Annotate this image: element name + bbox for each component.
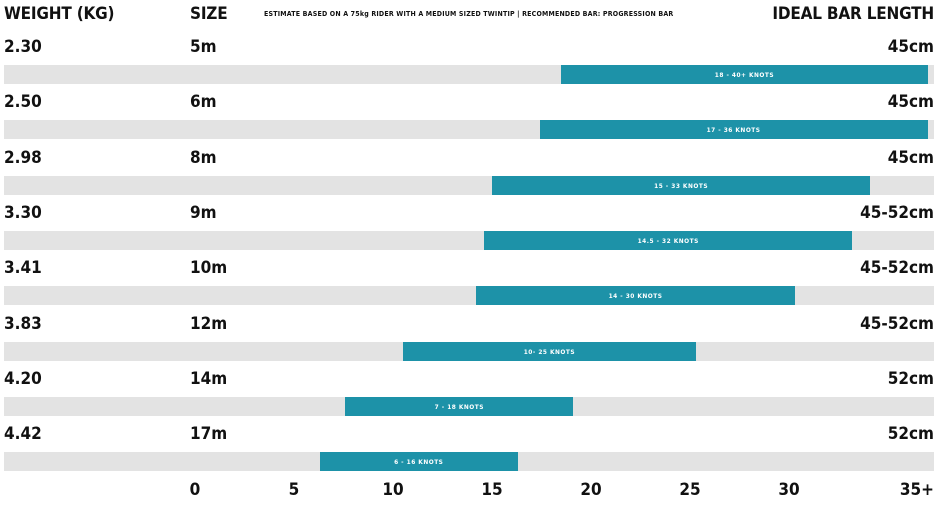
bar-length: 45-52cm: [860, 258, 934, 278]
kite-weight: 3.41: [4, 258, 42, 278]
wind-range-label: 17 - 36 KNOTS: [706, 125, 761, 134]
kite-size: 12m: [190, 314, 228, 334]
bar-length: 45cm: [887, 37, 934, 57]
x-axis-tick-label: 15: [481, 480, 503, 500]
wind-range-bar: 14.5 - 32 KNOTS: [484, 231, 853, 250]
kite-size: 5m: [190, 37, 217, 57]
wind-range-label: 15 - 33 KNOTS: [654, 181, 709, 190]
wind-range-bar: 14 - 30 KNOTS: [476, 286, 795, 305]
bar-track: 15 - 33 KNOTS: [4, 176, 934, 195]
kite-size: 10m: [190, 258, 228, 278]
wind-range-label: 10- 25 KNOTS: [523, 347, 576, 356]
x-axis-tick-label: 25: [679, 480, 701, 500]
bar-track: 17 - 36 KNOTS: [4, 120, 934, 139]
wind-range-bar: 17 - 36 KNOTS: [539, 120, 928, 139]
wind-range-label: 14.5 - 32 KNOTS: [637, 236, 699, 245]
wind-range-bar: 18 - 40+ KNOTS: [561, 65, 928, 84]
kite-size: 6m: [190, 92, 217, 112]
wind-range-bar: 10- 25 KNOTS: [402, 342, 696, 361]
kite-weight: 3.83: [4, 314, 42, 334]
kite-size: 14m: [190, 369, 228, 389]
bar-length: 52cm: [887, 369, 934, 389]
kite-weight: 2.98: [4, 148, 42, 168]
x-axis-tick-label: 20: [580, 480, 602, 500]
bar-length: 45-52cm: [860, 314, 934, 334]
kite-size: 9m: [190, 203, 217, 223]
estimate-note: ESTIMATE BASED ON A 75kg RIDER WITH A ME…: [264, 10, 674, 18]
bar-length: 45cm: [887, 92, 934, 112]
wind-range-bar: 7 - 18 KNOTS: [345, 397, 574, 416]
bar-track: 7 - 18 KNOTS: [4, 397, 934, 416]
bar-track: 18 - 40+ KNOTS: [4, 65, 934, 84]
x-axis-tick-label: 0: [189, 480, 201, 500]
wind-range-bar: 6 - 16 KNOTS: [319, 452, 518, 471]
wind-range-label: 14 - 30 KNOTS: [608, 291, 663, 300]
kite-size: 8m: [190, 148, 217, 168]
kite-weight: 3.30: [4, 203, 42, 223]
bar-length: 45-52cm: [860, 203, 934, 223]
bar-track: 10- 25 KNOTS: [4, 342, 934, 361]
bar-length-column-header: IDEAL BAR LENGTH: [772, 4, 934, 24]
kite-weight: 4.42: [4, 424, 42, 444]
x-axis-tick-label: 10: [382, 480, 404, 500]
size-column-header: SIZE: [190, 4, 228, 24]
bar-track: 14 - 30 KNOTS: [4, 286, 934, 305]
kite-weight: 4.20: [4, 369, 42, 389]
wind-range-bar: 15 - 33 KNOTS: [492, 176, 871, 195]
kite-size: 17m: [190, 424, 228, 444]
wind-range-label: 6 - 16 KNOTS: [394, 457, 444, 466]
kite-weight: 2.50: [4, 92, 42, 112]
bar-track: 6 - 16 KNOTS: [4, 452, 934, 471]
kite-weight: 2.30: [4, 37, 42, 57]
bar-length: 45cm: [887, 148, 934, 168]
x-axis-tick-label: 35+: [899, 480, 934, 500]
weight-column-header: WEIGHT (KG): [4, 4, 115, 24]
bar-length: 52cm: [887, 424, 934, 444]
wind-range-label: 18 - 40+ KNOTS: [714, 70, 775, 79]
wind-range-label: 7 - 18 KNOTS: [434, 402, 484, 411]
x-axis-tick-label: 5: [288, 480, 300, 500]
bar-track: 14.5 - 32 KNOTS: [4, 231, 934, 250]
x-axis-tick-label: 30: [778, 480, 800, 500]
